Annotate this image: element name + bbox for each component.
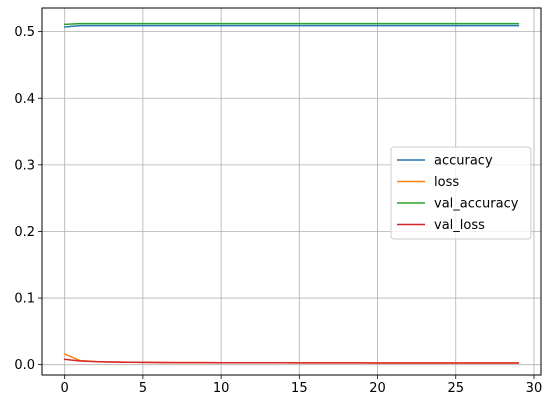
x-tick-label: 20 — [369, 381, 386, 396]
y-tick-label: 0.5 — [14, 25, 35, 40]
x-tick-label: 0 — [61, 381, 69, 396]
legend: accuracy loss val_accuracy val_loss — [390, 146, 532, 240]
plot-frame — [41, 7, 542, 376]
x-tick-label: 25 — [447, 381, 464, 396]
y-tick-label: 0.0 — [14, 358, 35, 373]
legend-label-loss: loss — [434, 175, 459, 190]
series-line-val-accuracy — [63, 22, 520, 26]
x-tick-label: 30 — [526, 381, 543, 396]
y-tick-label: 0.4 — [14, 92, 35, 107]
legend-label-val-loss: val_loss — [434, 218, 485, 233]
legend-label-val-accuracy: val_accuracy — [434, 197, 519, 212]
y-tick-label: 0.1 — [14, 292, 35, 307]
legend-label-accuracy: accuracy — [434, 154, 493, 169]
x-tick-label: 15 — [291, 381, 308, 396]
legend-box — [390, 146, 532, 240]
series-line-val-loss — [63, 358, 520, 364]
y-tick-label: 0.3 — [14, 158, 35, 173]
x-tick-label: 5 — [139, 381, 147, 396]
series-lines — [63, 22, 520, 364]
series-line-accuracy — [63, 24, 520, 28]
y-tick-label: 0.2 — [14, 225, 35, 240]
x-axis: 0 5 10 15 20 25 30 — [61, 375, 543, 396]
x-tick-label: 10 — [213, 381, 230, 396]
y-axis: 0.0 0.1 0.2 0.3 0.4 0.5 — [14, 25, 42, 373]
